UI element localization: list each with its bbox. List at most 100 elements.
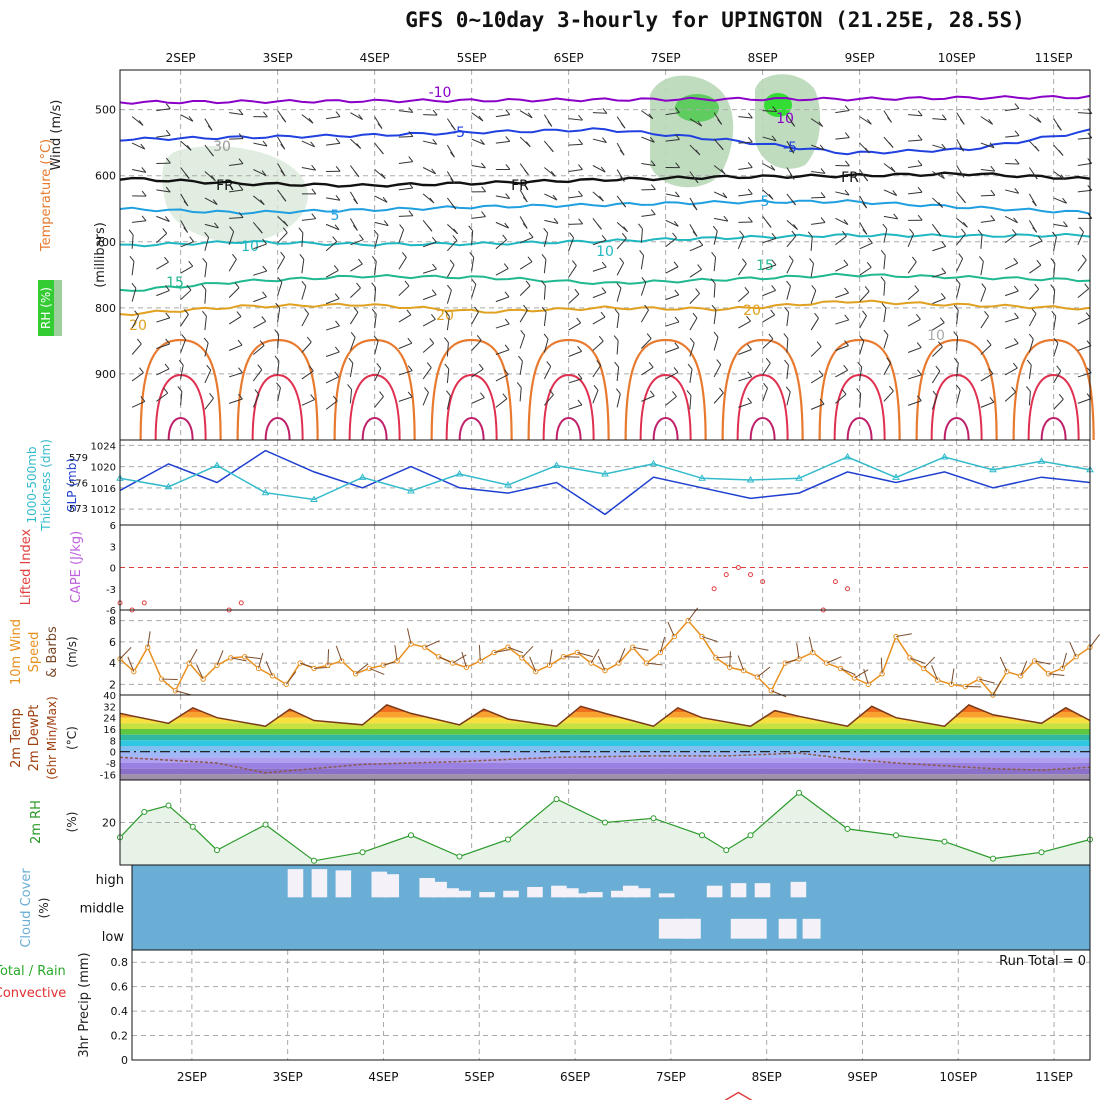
cloud-high-gap	[335, 870, 352, 898]
wind-barb	[527, 256, 533, 263]
temperature-contour	[1027, 373, 1080, 441]
wind-barb	[908, 139, 923, 142]
isotherm-line	[119, 272, 1091, 292]
wind-barb	[429, 197, 435, 204]
wind-barb	[932, 144, 946, 150]
wind-barb	[189, 236, 195, 242]
wind-barb	[648, 362, 654, 368]
wind-barb	[399, 224, 404, 230]
wind-barb	[859, 291, 870, 302]
wind-barb	[253, 243, 267, 250]
wind-barb	[1004, 233, 1017, 244]
day-label-bottom: 4SEP	[368, 1070, 398, 1084]
wind-barb	[502, 393, 508, 400]
wind-barb	[1028, 364, 1032, 379]
wind-barb	[916, 395, 922, 402]
wind-barb	[695, 149, 701, 156]
wind-barb	[553, 218, 559, 224]
wind-barb	[181, 334, 187, 340]
wind-barb	[131, 372, 144, 382]
lifted-index-line	[724, 1091, 753, 1100]
wind-barb	[936, 230, 942, 236]
wind-barb	[963, 221, 968, 228]
temp-color-band	[120, 768, 1090, 775]
precip-tick: 0.4	[111, 1005, 129, 1018]
wind-barb	[332, 236, 338, 242]
wind-barb	[349, 312, 359, 325]
cloud-middle-gap	[802, 918, 821, 939]
cloud-middle-gap	[730, 918, 767, 939]
day-label-bottom: 10SEP	[939, 1070, 977, 1084]
wind-barb	[544, 193, 558, 201]
wind-barb	[495, 195, 510, 199]
pressure-tick: 500	[95, 104, 116, 117]
wind-barb	[398, 215, 413, 217]
thickness-marker	[940, 453, 949, 460]
wind-barb	[446, 395, 451, 410]
wind-barb	[311, 188, 317, 195]
cloud-high-gap	[634, 888, 651, 898]
wind-barb	[866, 262, 872, 268]
wind-barb-10m	[950, 668, 955, 685]
cloud-high-gap	[311, 869, 328, 898]
wind-speed-marker	[422, 644, 428, 650]
wind-barb	[356, 143, 362, 149]
wind-barb	[450, 178, 455, 184]
wind-barb	[164, 363, 170, 370]
wind-barb	[236, 311, 242, 317]
cloud-high-gap	[479, 892, 495, 898]
wind-barb	[859, 340, 865, 355]
wind-barb	[1050, 257, 1056, 264]
wind-barb	[503, 263, 509, 269]
wind-barb	[811, 196, 826, 199]
wind-barb	[988, 368, 994, 375]
wind-barb-10m	[729, 651, 731, 668]
temperature-contour	[458, 416, 485, 441]
wind-barb	[810, 290, 817, 304]
wind-barb	[407, 391, 413, 398]
wind-barb	[675, 162, 681, 168]
label-temperature: Temperature (°C)	[39, 139, 54, 252]
wind-barb	[180, 339, 187, 353]
wind-barb	[326, 197, 341, 201]
wind-barb	[325, 351, 340, 357]
wind-barb	[842, 230, 847, 237]
wind-barb	[301, 341, 312, 353]
wind-barb	[188, 115, 194, 122]
rh-marker	[141, 808, 148, 815]
wind-barb	[568, 404, 583, 410]
wind-barb	[326, 142, 341, 146]
wind-barb	[577, 399, 583, 406]
wind-barb	[543, 233, 549, 247]
wind-barb	[373, 335, 379, 342]
wind-barb	[844, 340, 849, 346]
wind-barb	[689, 293, 700, 304]
wind-barb	[1036, 117, 1042, 123]
temperature-contour	[251, 373, 304, 441]
wind-barb	[819, 144, 825, 151]
wind-barb	[1053, 316, 1057, 331]
wind-barb	[277, 232, 288, 244]
wind-barb	[281, 195, 287, 202]
wind-barb	[427, 225, 433, 232]
day-label-top: 4SEP	[360, 51, 390, 65]
wind-barb	[525, 280, 531, 287]
wind-barb	[980, 288, 987, 302]
wind-barb	[835, 319, 849, 325]
wind-barb	[204, 289, 207, 304]
wind-barb	[424, 387, 429, 393]
wind-barb	[893, 213, 899, 220]
wind-tick: 4	[109, 657, 116, 670]
precip-tick: 0.6	[111, 981, 129, 994]
wind-barb	[280, 170, 286, 176]
panel-frame	[131, 949, 1091, 1061]
wind-barb-10m	[529, 656, 537, 672]
wind-barb	[809, 258, 814, 264]
wind-barb	[883, 255, 886, 270]
wind-barb	[843, 219, 849, 225]
wind-barb	[543, 366, 552, 380]
wind-barb	[1004, 317, 1019, 323]
wind-barb	[980, 373, 994, 382]
day-label-top: 6SEP	[554, 51, 584, 65]
wind-barb	[620, 122, 626, 129]
